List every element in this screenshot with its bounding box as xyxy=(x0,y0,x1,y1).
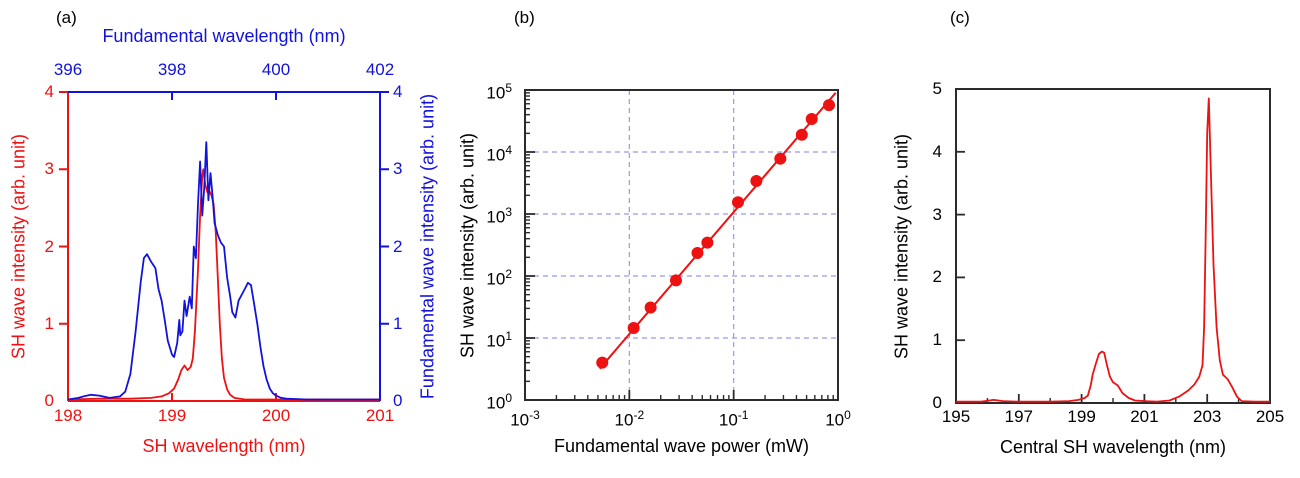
panel-c-x-axis-title: Central SH wavelength (nm) xyxy=(999,437,1227,457)
tick-label: 100 xyxy=(486,391,512,413)
tick-label: 199 xyxy=(157,406,187,425)
data-curve xyxy=(956,97,1270,403)
data-point xyxy=(823,99,836,112)
tick-label: 104 xyxy=(486,143,512,165)
panel-c-label: (c) xyxy=(950,8,970,27)
tick-label: 3 xyxy=(393,159,403,179)
tick-label: 5 xyxy=(932,79,942,98)
panel-a-bottom-axis-title: SH wavelength (nm) xyxy=(142,436,306,456)
tick-label: 195 xyxy=(941,407,971,426)
tick-label: 400 xyxy=(261,60,291,79)
tick-label: 2 xyxy=(393,236,403,256)
data-point xyxy=(701,236,714,249)
data-point xyxy=(669,274,682,287)
tick-label: 1 xyxy=(393,313,403,333)
tick-label: 103 xyxy=(486,205,512,227)
tick-label: 201 xyxy=(365,406,395,425)
panel-a-label: (a) xyxy=(56,8,77,27)
tick-label: 199 xyxy=(1067,407,1096,426)
tick-label: 2 xyxy=(932,267,942,287)
tick-label: 101 xyxy=(486,329,512,351)
data-curve xyxy=(67,141,380,401)
tick-label: 402 xyxy=(365,60,395,79)
tick-label: 0 xyxy=(44,391,54,410)
tick-label: 398 xyxy=(157,60,187,79)
tick-label: 1 xyxy=(44,313,54,333)
panel-c-y-axis-title: SH wave intensity (arb. unit) xyxy=(891,133,912,360)
tick-label: 203 xyxy=(1193,407,1222,426)
panel-b-x-axis-title: Fundamental wave power (mW) xyxy=(553,436,810,456)
tick-label: 201 xyxy=(1130,407,1159,426)
panel-a-top-axis-title: Fundamental wavelength (nm) xyxy=(102,26,346,46)
panel-b-label: (b) xyxy=(514,8,535,27)
tick-label: 10-2 xyxy=(614,408,645,430)
plot-frame xyxy=(524,89,839,401)
tick-label: 205 xyxy=(1255,407,1285,426)
tick-label: 3 xyxy=(932,204,942,224)
data-point xyxy=(691,246,704,259)
panel-b-y-axis-title: SH wave intensity (arb. unit) xyxy=(457,132,478,359)
tick-label: 4 xyxy=(393,82,403,101)
data-point xyxy=(805,113,818,126)
tick-label: 10-1 xyxy=(718,408,749,430)
tick-label: 2 xyxy=(44,236,54,256)
tick-label: 100 xyxy=(825,408,851,430)
tick-label: 0 xyxy=(932,393,942,412)
tick-label: 3 xyxy=(44,159,54,179)
data-point xyxy=(731,196,744,209)
tick-label: 200 xyxy=(261,406,291,425)
data-point xyxy=(644,301,657,314)
data-point xyxy=(795,128,808,141)
tick-label: 198 xyxy=(53,406,83,425)
fit-line xyxy=(598,92,837,370)
tick-label: 1 xyxy=(932,330,942,350)
data-point xyxy=(774,152,787,165)
tick-label: 4 xyxy=(932,141,942,161)
tick-label: 0 xyxy=(393,391,403,410)
data-point xyxy=(627,321,640,334)
tick-label: 197 xyxy=(1004,407,1033,426)
tick-label: 102 xyxy=(486,267,512,289)
data-point xyxy=(596,356,609,369)
tick-label: 4 xyxy=(44,82,54,101)
tick-label: 396 xyxy=(53,60,83,79)
data-curve xyxy=(67,168,380,401)
tick-label: 105 xyxy=(486,81,512,103)
plot-frame xyxy=(955,88,1271,404)
tick-label: 10-3 xyxy=(510,408,540,430)
data-point xyxy=(750,175,763,188)
